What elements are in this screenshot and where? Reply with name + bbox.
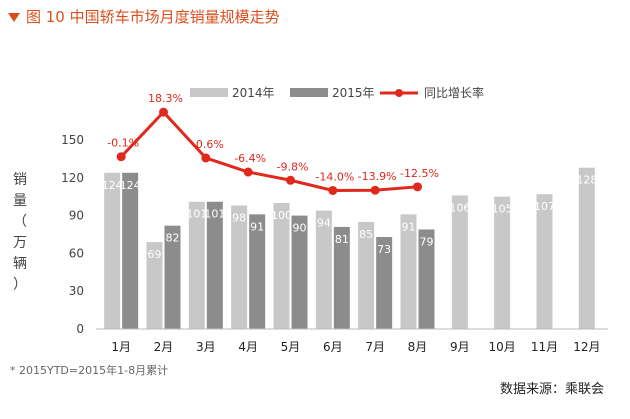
y-axis-label-char: 辆: [13, 256, 27, 272]
x-tick-label: 1月: [111, 340, 131, 354]
x-tick-label: 11月: [531, 340, 558, 354]
bar-2014: [578, 167, 595, 329]
bar-2015: [333, 226, 350, 329]
bar-label-2014: 100: [271, 209, 292, 222]
bar-label-2015: 101: [204, 208, 225, 221]
x-tick-label: 12月: [573, 340, 600, 354]
bar-label-2014: 94: [317, 217, 331, 230]
bar-2015: [249, 214, 266, 329]
growth-line-path: [120, 109, 418, 192]
y-tick-label: 150: [61, 133, 84, 147]
y-axis-label-char: ）: [13, 277, 27, 293]
triangle-down-icon: [8, 13, 20, 22]
bar-label-2014: 98: [232, 212, 246, 225]
legend-label-2015: 2015年: [332, 86, 375, 100]
bar-label-2014: 91: [402, 220, 416, 233]
y-axis-label: 销量 （ 万辆 ）: [13, 172, 27, 293]
growth-marker: [159, 107, 168, 117]
y-axis-label-char: 销: [13, 172, 27, 188]
y-tick-label: 30: [69, 284, 84, 298]
bar-2014: [188, 201, 205, 329]
growth-marker: [286, 175, 295, 185]
x-tick-label: 3月: [196, 340, 216, 354]
legend-swatch-2015: [290, 88, 328, 97]
bar-2015: [291, 215, 308, 329]
growth-marker: [413, 182, 422, 192]
y-axis-label-char: （: [13, 214, 27, 230]
y-tick-label: 90: [69, 209, 84, 223]
bar-label-2015: 91: [250, 220, 264, 233]
bar-label-2015: 79: [420, 235, 434, 248]
y-tick-label: 60: [69, 246, 84, 260]
bar-2015: [164, 225, 181, 329]
growth-line: -0.1% 18.3% -0.6% -6.4% -9.8% -14.0% -13.9% -12…: [107, 92, 439, 195]
bar-label-2014: 107: [534, 200, 555, 213]
source-note: 数据来源：乘联会: [500, 382, 605, 397]
x-tick-label: 9月: [450, 340, 470, 354]
bar-2014: [536, 194, 553, 329]
x-tick-label: 7月: [365, 340, 385, 354]
growth-data-label: -9.8%: [277, 160, 309, 173]
y-axis: 0 30 60 90 120 150: [61, 133, 84, 336]
bar-label-2014: 128: [576, 174, 597, 187]
legend-marker-growth: [395, 89, 403, 97]
bar-2014: [451, 195, 468, 329]
x-axis: 1月 2月 3月 4月 5月 6月 7月 8月 9月 10月 11月 12月: [96, 328, 608, 354]
growth-marker: [201, 153, 211, 163]
bar-label-2014: 85: [359, 228, 373, 241]
bar-2014: [494, 196, 511, 329]
legend-label-growth: 同比增长率: [424, 85, 484, 100]
bar-label-2015: 124: [120, 179, 141, 192]
growth-marker: [370, 185, 380, 195]
bar-2014: [315, 210, 332, 329]
y-tick-label: 0: [76, 322, 84, 336]
x-tick-label: 8月: [408, 340, 428, 354]
x-tick-label: 2月: [154, 340, 174, 354]
growth-marker: [243, 167, 253, 177]
growth-data-label: -14.0%: [315, 170, 354, 183]
bar-2015: [122, 172, 139, 329]
growth-data-label: -0.1%: [107, 137, 139, 150]
growth-data-label: -6.4%: [234, 152, 266, 165]
legend-label-2014: 2014年: [232, 86, 275, 100]
x-tick-label: 5月: [281, 340, 301, 354]
chart-title: 图 10 中国轿车市场月度销量规模走势: [8, 6, 280, 27]
bar-2014: [358, 221, 375, 329]
bar-2015: [376, 237, 393, 329]
bar-label-2014: 69: [148, 248, 162, 261]
y-axis-label-char: 万: [13, 235, 27, 251]
chart-title-text: 图 10 中国轿车市场月度销量规模走势: [26, 8, 280, 26]
growth-marker: [116, 152, 126, 162]
x-tick-label: 10月: [489, 340, 516, 354]
bar-label-2014: 101: [186, 208, 207, 221]
bar-2015: [206, 201, 223, 329]
bar-label-2015: 73: [377, 243, 391, 256]
bar-label-2014: 106: [449, 201, 470, 214]
bar-label-2014: 105: [492, 203, 513, 216]
legend-swatch-2014: [190, 88, 228, 97]
x-tick-label: 6月: [323, 340, 343, 354]
bar-2014: [104, 172, 121, 329]
bar-label-2015: 82: [166, 232, 180, 245]
bar-2014: [273, 203, 290, 329]
growth-data-label: -0.6%: [192, 138, 224, 151]
x-tick-label: 4月: [238, 340, 258, 354]
growth-data-label: 18.3%: [148, 92, 183, 105]
bar-2014: [146, 242, 163, 329]
y-axis-label-char: 量: [13, 193, 27, 209]
bar-label-2014: 124: [102, 179, 123, 192]
growth-data-label: -12.5%: [400, 167, 439, 180]
footnote: * 2015YTD=2015年1-8月累计: [10, 364, 169, 377]
growth-data-label: -13.9%: [358, 170, 397, 183]
bar-label-2015: 81: [335, 233, 349, 246]
legend: 2014年 2015年 同比增长率: [190, 85, 484, 100]
y-tick-label: 120: [61, 171, 84, 185]
bar-label-2015: 90: [293, 222, 307, 235]
bar-2014: [231, 205, 248, 329]
growth-marker: [328, 185, 338, 195]
bar-2015: [418, 229, 435, 329]
bar-2014: [400, 214, 417, 329]
